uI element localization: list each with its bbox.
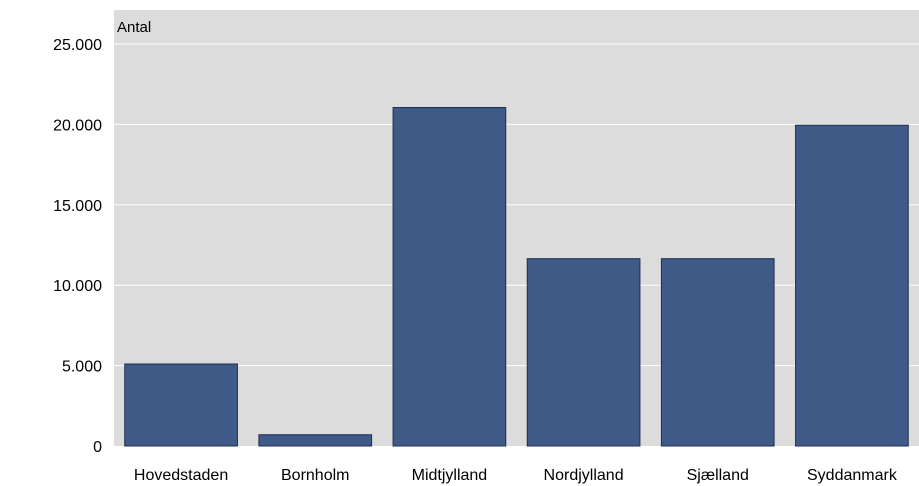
y-axis-ticks: 0 5.000 10.000 15.000 20.000 25.000 bbox=[53, 37, 102, 456]
bar-hovedstaden bbox=[124, 363, 238, 447]
bars bbox=[124, 107, 909, 447]
bar-nordjylland bbox=[526, 258, 641, 447]
x-axis-labels: Hovedstaden Bornholm Midtjylland Nordjyllan… bbox=[134, 467, 898, 484]
plot-area bbox=[114, 10, 919, 446]
y-tick-label: 10.000 bbox=[53, 278, 102, 295]
bar-midtjylland bbox=[392, 107, 507, 447]
x-category-label: Sjælland bbox=[687, 467, 749, 484]
bar-sjælland bbox=[660, 258, 775, 447]
x-category-label: Bornholm bbox=[281, 467, 349, 484]
bar-syddanmark bbox=[795, 124, 909, 447]
y-tick-label: 5.000 bbox=[62, 359, 102, 376]
y-axis-title: Antal bbox=[117, 19, 151, 36]
y-tick-label: 25.000 bbox=[53, 37, 102, 54]
x-category-label: Hovedstaden bbox=[134, 467, 228, 484]
x-category-label: Nordjylland bbox=[544, 467, 624, 484]
y-tick-label: 0 bbox=[93, 439, 102, 456]
y-tick-label: 15.000 bbox=[53, 198, 102, 215]
x-category-label: Syddanmark bbox=[807, 467, 898, 484]
bar-bornholm bbox=[258, 434, 373, 447]
x-category-label: Midtjylland bbox=[412, 467, 488, 484]
y-tick-label: 20.000 bbox=[53, 117, 102, 134]
gridlines bbox=[114, 43, 919, 367]
